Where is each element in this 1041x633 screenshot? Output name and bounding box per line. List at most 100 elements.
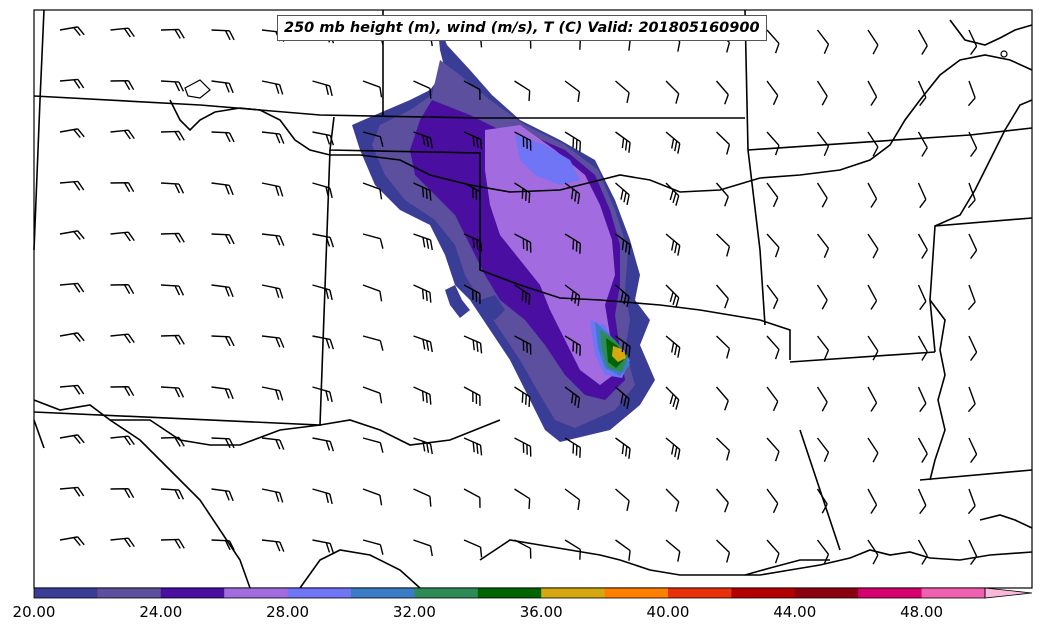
wind-barb	[463, 233, 483, 252]
wind-barb	[867, 284, 878, 310]
wind-barb	[413, 182, 432, 201]
wind-barb	[766, 386, 779, 412]
wind-barb	[261, 284, 284, 299]
wind-barb	[59, 128, 85, 139]
wind-barb	[816, 437, 830, 463]
wind-barb	[514, 539, 532, 559]
wind-barb	[362, 488, 383, 506]
wind-barb	[413, 335, 433, 353]
colorbar-segment	[794, 588, 859, 598]
wind-barb	[715, 80, 729, 105]
wind-barb	[716, 131, 731, 155]
wind-barb	[967, 284, 976, 311]
colorbar-segment	[541, 588, 606, 598]
wind-barb	[615, 131, 631, 153]
wind-barb	[816, 386, 828, 412]
colorbar-outline	[33, 587, 986, 599]
wind-barb	[463, 284, 481, 304]
wind-barb	[514, 488, 531, 509]
wind-barb	[463, 131, 483, 150]
colorbar-segment	[97, 588, 162, 598]
wind-barb	[665, 488, 680, 512]
wind-barb	[816, 80, 828, 106]
wind-barb	[665, 233, 681, 256]
wind-barb	[261, 539, 285, 552]
wind-barb	[160, 436, 185, 447]
wind-barb	[564, 335, 582, 356]
wind-barb	[362, 131, 384, 147]
wind-barb	[514, 233, 532, 253]
wind-barb	[967, 182, 976, 209]
wind-barb	[716, 335, 731, 359]
wind-barb	[917, 539, 928, 565]
colorbar-segment	[34, 588, 98, 598]
colorbar-segment	[414, 588, 479, 598]
wind-barb	[160, 488, 185, 500]
wind-barb	[514, 335, 532, 355]
wind-barb	[867, 335, 879, 361]
colorbar-segment	[604, 588, 669, 598]
wind-barb	[867, 131, 879, 157]
wind-barb	[867, 233, 879, 259]
wind-barb	[211, 539, 235, 551]
wind-barb	[564, 233, 582, 254]
colorbar-segment	[668, 588, 732, 598]
wind-barb	[615, 233, 631, 255]
wind-barb	[967, 386, 976, 413]
wind-barb	[917, 437, 928, 463]
wind-barb	[715, 182, 729, 207]
wind-barb	[312, 131, 335, 146]
wind-barb	[615, 539, 631, 561]
wind-barb	[715, 284, 729, 309]
wind-barb	[514, 284, 531, 305]
wind-barb	[766, 437, 780, 462]
lake-outline	[184, 79, 211, 99]
wind-barb	[160, 182, 185, 194]
wind-barb	[160, 334, 185, 345]
wind-barb	[716, 539, 731, 563]
wind-barb	[867, 182, 878, 208]
wind-barb	[967, 488, 976, 515]
wind-barb	[362, 182, 383, 200]
wind-barb	[261, 335, 285, 348]
wind-speed-shading	[352, 20, 655, 442]
wind-barb	[615, 335, 631, 357]
wind-barb	[514, 182, 531, 203]
wind-barb	[665, 335, 681, 358]
wind-barb	[615, 182, 630, 205]
wind-barb	[59, 78, 85, 89]
wind-barb	[59, 230, 85, 241]
scatter-cells	[445, 285, 505, 320]
wind-barb	[261, 131, 285, 144]
wind-barb	[564, 539, 582, 560]
wind-barb	[665, 437, 681, 460]
wind-barb	[968, 131, 978, 158]
wind-barb	[917, 80, 927, 107]
wind-barb	[867, 386, 878, 412]
wind-barb	[564, 131, 582, 152]
wind-barb	[766, 182, 779, 208]
colorbar-segment	[858, 588, 923, 598]
wind-barb	[413, 284, 432, 303]
wind-barb	[211, 131, 235, 143]
wind-barb	[564, 386, 581, 409]
wind-barb	[463, 539, 483, 558]
wind-barb	[917, 284, 927, 311]
wind-barb	[59, 536, 85, 547]
contour-26-28	[485, 125, 620, 385]
wind-barb	[160, 80, 185, 92]
colorbar-tick-label: 36.00	[519, 603, 563, 621]
wind-barb	[968, 29, 978, 56]
wind-barb	[665, 182, 680, 206]
wind-barb	[463, 488, 481, 508]
wind-barb	[564, 80, 581, 103]
wind-barb	[261, 233, 285, 246]
wind-barb	[413, 80, 432, 99]
wind-barb	[110, 27, 135, 38]
wind-barb	[766, 335, 780, 360]
wind-barb	[110, 386, 135, 397]
wind-barb	[110, 80, 135, 91]
wind-barb	[211, 386, 234, 400]
wind-barb	[615, 386, 630, 409]
lake-marker	[1000, 50, 1008, 58]
